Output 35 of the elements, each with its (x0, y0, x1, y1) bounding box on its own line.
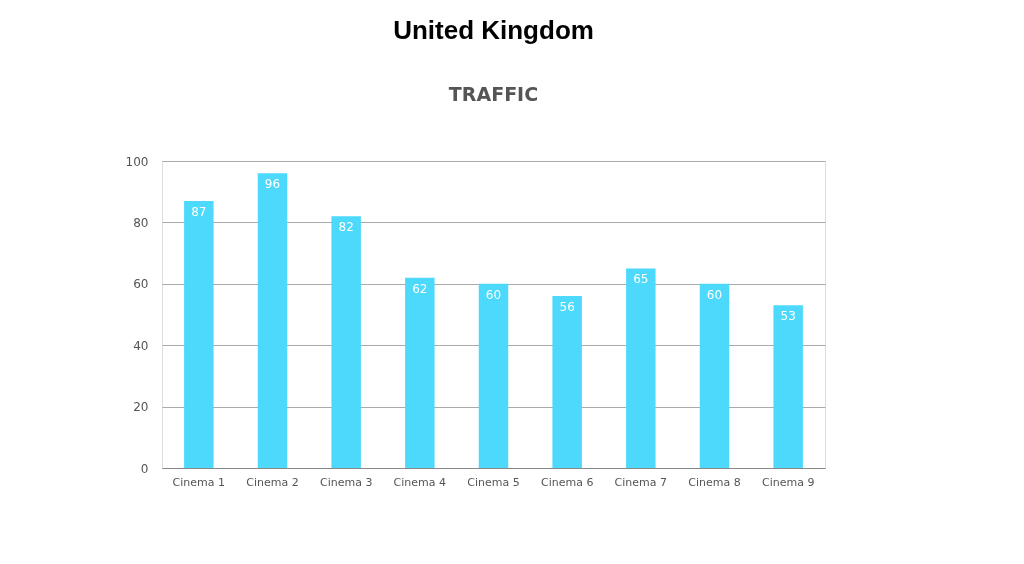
bar (773, 305, 803, 468)
chart-title: United Kingdom (393, 15, 594, 45)
y-tick-label: 80 (133, 215, 149, 230)
bar (552, 296, 582, 468)
bar (257, 173, 288, 468)
data-label: 53 (780, 309, 796, 324)
x-tick-label: Cinema 7 (614, 475, 668, 489)
bar (478, 283, 509, 468)
x-tick-label: Cinema 1 (172, 475, 226, 489)
chart-subtitle: TRAFFIC (448, 83, 539, 105)
x-tick-label: Cinema 4 (393, 475, 447, 489)
data-label: 56 (559, 300, 575, 315)
bar (405, 277, 435, 468)
bar (626, 268, 656, 468)
y-tick-label: 0 (140, 461, 149, 476)
bar (331, 216, 361, 468)
x-tick-label: Cinema 5 (467, 475, 520, 489)
y-tick-label: 40 (133, 338, 149, 353)
y-tick-label: 100 (125, 154, 149, 169)
data-label: 62 (412, 281, 428, 296)
x-tick-label: Cinema 9 (761, 475, 815, 489)
x-tick-label: Cinema 6 (540, 475, 594, 489)
data-label: 65 (633, 272, 649, 287)
bar (184, 200, 214, 468)
x-tick-label: Cinema 8 (688, 475, 741, 489)
data-label: 60 (706, 287, 723, 302)
y-tick-label: 60 (133, 277, 149, 292)
data-label: 87 (191, 204, 207, 219)
data-label: 96 (264, 177, 281, 192)
x-tick-label: Cinema 2 (246, 475, 299, 489)
bar (699, 283, 730, 468)
y-tick-label: 20 (133, 400, 149, 415)
x-tick-label: Cinema 3 (319, 475, 373, 489)
data-label: 60 (485, 287, 502, 302)
data-label: 82 (338, 220, 354, 235)
